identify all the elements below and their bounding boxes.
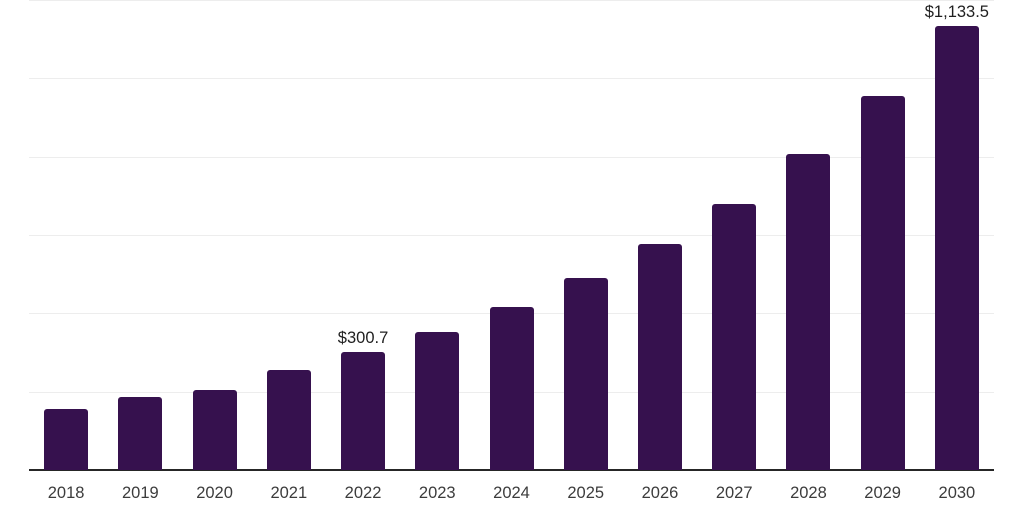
x-tick-label-2024: 2024 [493,484,530,502]
bar-2023 [415,331,460,470]
x-tick-label-2025: 2025 [567,484,605,502]
x-tick-label-2023: 2023 [418,484,456,502]
x-tick-label-2019: 2019 [121,484,159,502]
bar-2028 [786,153,831,470]
bar-2030 [934,26,979,470]
bar-2029 [860,96,905,470]
x-tick-label-2030: 2030 [938,484,976,502]
bar-2018 [44,408,89,470]
gridline-1000 [29,78,994,80]
bar-2026 [637,244,682,470]
x-tick-label-2027: 2027 [715,484,753,502]
gridline-600 [29,235,994,236]
x-tick-label-2021: 2021 [270,484,308,502]
x-tick-label-2022: 2022 [344,484,382,502]
x-tick-label-2026: 2026 [641,484,679,502]
x-tick-label-2020: 2020 [196,484,233,502]
data-label-2022: $300.7 [337,329,389,348]
gridline-1200 [29,0,994,1]
x-axis-tick-labels: 2018 2019 2020 2021 2022 2023 2024 2025 2026 2027… [29,484,994,506]
x-axis-line [29,469,994,471]
bar-2027 [712,203,757,470]
x-tick-label-2018: 2018 [47,484,85,502]
bar-2024 [489,307,534,470]
bar-2022 [341,352,386,470]
x-tick-label-2029: 2029 [864,484,901,502]
plot-area: $300.7 $1,133.5 [29,0,994,471]
bar-2021 [266,370,311,470]
data-label-2030: $1,133.5 [924,3,989,22]
bar-2019 [118,397,163,470]
x-tick-label-2028: 2028 [790,484,827,502]
bar-2020 [192,390,237,470]
gridline-800 [29,156,994,158]
bar-2025 [563,278,608,470]
